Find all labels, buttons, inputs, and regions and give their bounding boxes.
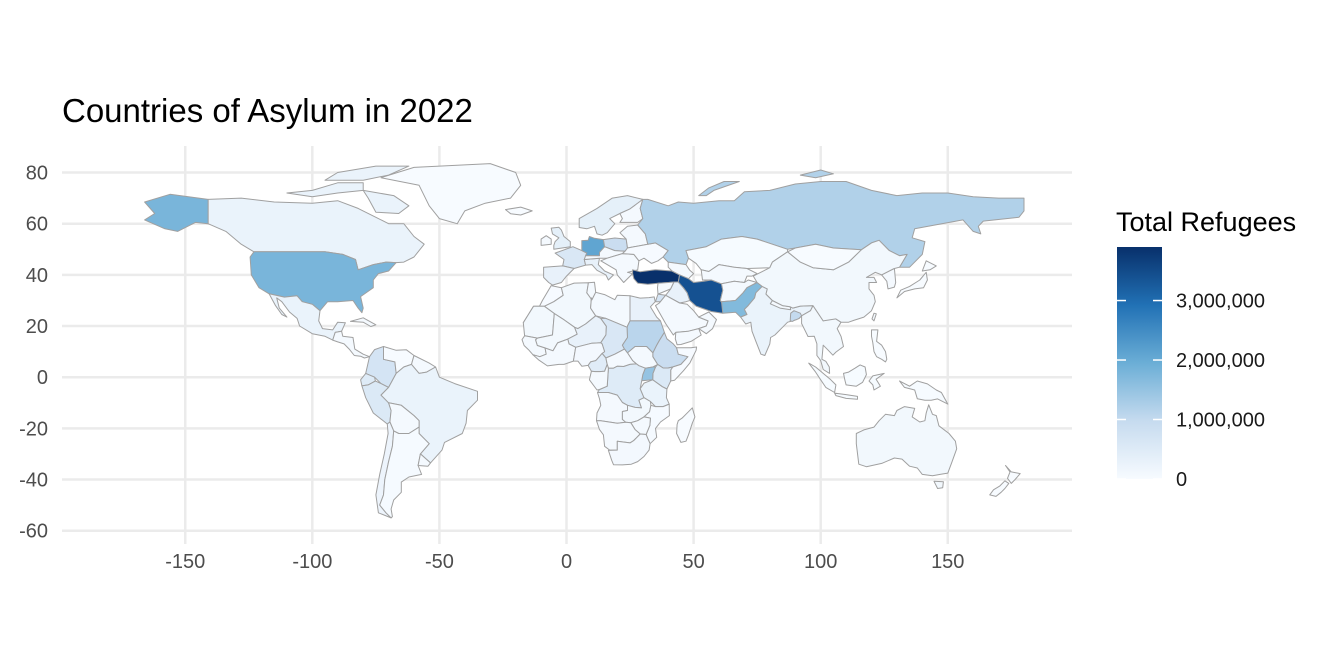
region-central-asia — [700, 264, 758, 285]
region-argentina — [379, 426, 430, 519]
region-yemen — [674, 328, 702, 346]
region-jordan — [655, 293, 667, 303]
region-indonesia — [868, 372, 885, 391]
region-oman-uae — [698, 311, 717, 335]
y-tick-label: -40 — [19, 470, 48, 492]
region-spain — [543, 265, 575, 286]
region-uruguay — [417, 453, 431, 467]
region-indonesia — [843, 364, 867, 387]
region-japan — [896, 271, 928, 299]
legend-ticks: 0 1,000,000 2,000,000 3,000,000 — [1117, 291, 1265, 491]
legend-tick-label: 3,000,000 — [1176, 291, 1265, 313]
region-japan — [921, 260, 937, 272]
x-tick-label: -50 — [425, 551, 454, 573]
y-tick-label: 80 — [26, 163, 48, 185]
region-russia — [799, 169, 834, 179]
region-bangladesh — [789, 310, 803, 322]
y-tick-label: 20 — [26, 316, 48, 338]
region-russia — [698, 181, 740, 197]
region-philippines — [871, 329, 888, 363]
region-indonesia — [834, 392, 858, 400]
y-tick-label: 60 — [26, 214, 48, 236]
legend: Total Refugees 0 1,000,000 2,000,000 3,000,… — [1116, 207, 1296, 491]
region-canada — [286, 182, 364, 198]
region-somalia — [670, 346, 698, 382]
legend-tick-label: 2,000,000 — [1176, 350, 1265, 372]
region-new-zealand — [989, 480, 1010, 497]
y-axis: 80 60 40 20 0 -20 -40 -60 — [19, 163, 48, 543]
region-united-kingdom — [550, 226, 571, 250]
region-cuba — [350, 317, 377, 327]
region-greenland — [380, 163, 522, 225]
y-tick-label: -60 — [19, 521, 48, 543]
region-west-africa-coast — [532, 338, 577, 367]
region-korea — [881, 268, 897, 290]
x-tick-label: 0 — [561, 551, 572, 573]
x-tick-label: 50 — [682, 551, 704, 573]
region-mongolia — [787, 243, 862, 271]
region-australia — [933, 480, 944, 489]
region-scandinavia — [578, 195, 644, 236]
legend-tick-label: 1,000,000 — [1176, 410, 1265, 432]
x-tick-label: -100 — [292, 551, 332, 573]
y-tick-label: 0 — [37, 367, 48, 389]
region-taiwan — [871, 312, 877, 322]
legend-tick-label: 0 — [1176, 469, 1187, 491]
legend-colorbar — [1117, 247, 1162, 479]
region-australia — [855, 404, 958, 477]
region-madagascar — [676, 407, 696, 443]
region-united-states-of-america — [144, 193, 209, 232]
y-tick-label: 40 — [26, 265, 48, 287]
land-layer — [144, 163, 1025, 519]
region-congo-gabon — [588, 363, 609, 391]
x-tick-label: -150 — [165, 551, 205, 573]
region-ireland — [540, 235, 552, 246]
x-tick-label: 100 — [804, 551, 837, 573]
region-indonesia — [808, 362, 837, 393]
legend-title: Total Refugees — [1116, 207, 1296, 237]
region-canada — [324, 165, 410, 181]
region-canada — [362, 189, 410, 214]
region-new-zealand — [1005, 465, 1021, 484]
x-axis: -150 -100 -50 0 50 100 150 — [165, 551, 964, 573]
chart-title: Countries of Asylum in 2022 — [62, 92, 473, 129]
x-tick-label: 150 — [931, 551, 964, 573]
region-iceland — [505, 206, 533, 216]
region-south-africa — [607, 433, 651, 466]
y-tick-label: -20 — [19, 418, 48, 440]
region-papua-new-guinea — [899, 380, 949, 405]
